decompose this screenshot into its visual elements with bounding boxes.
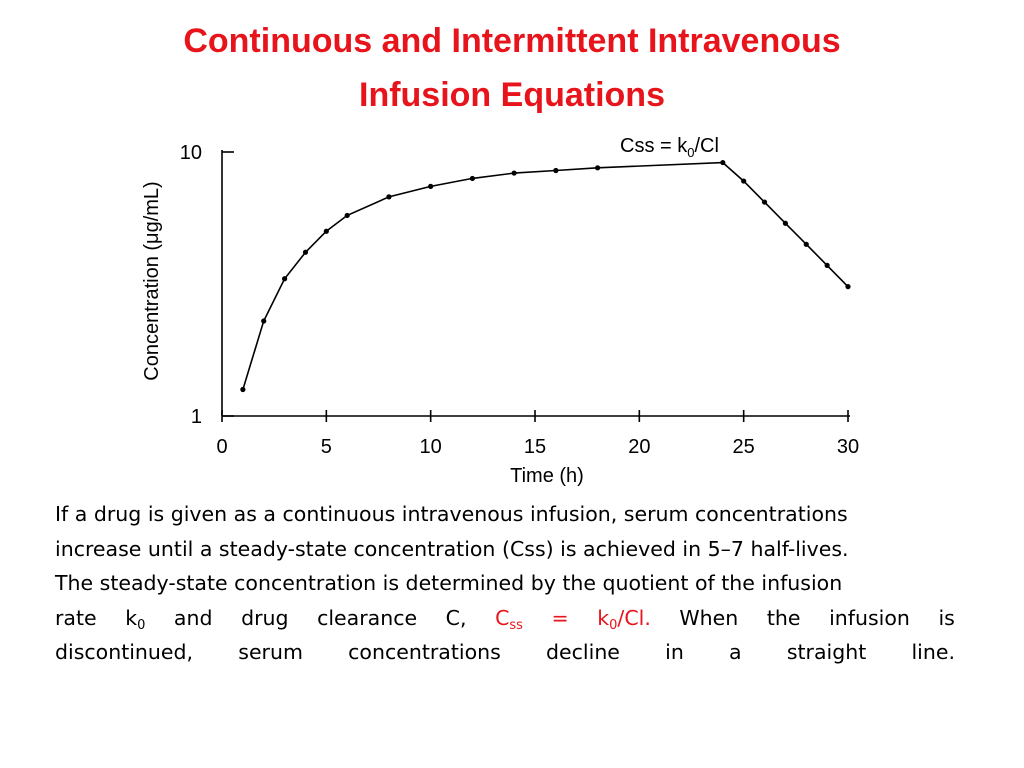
data-point bbox=[824, 262, 830, 268]
annotation-sub: 0 bbox=[687, 145, 694, 160]
word: drug bbox=[241, 605, 289, 630]
data-point bbox=[261, 318, 267, 324]
y-axis-label: Concentration (μg/mL) bbox=[141, 181, 163, 380]
word: line. bbox=[911, 640, 955, 664]
x-tick-label: 20 bbox=[628, 436, 650, 458]
x-tick-label: 30 bbox=[837, 436, 859, 458]
k-letter: k bbox=[125, 605, 138, 630]
annotation-main: Css = k bbox=[620, 135, 688, 157]
data-point bbox=[741, 178, 747, 184]
data-point bbox=[344, 212, 350, 219]
word: clearance bbox=[317, 605, 418, 630]
y-tick-label: 10 bbox=[180, 142, 202, 164]
x-tick-label: 10 bbox=[420, 436, 442, 458]
x-tick-label: 15 bbox=[524, 436, 546, 458]
x-tick-label: 25 bbox=[733, 436, 755, 458]
k-subscript: 0 bbox=[137, 617, 146, 633]
data-point bbox=[469, 175, 475, 182]
k0-letter: k bbox=[597, 605, 610, 630]
cl-text: /Cl. bbox=[617, 605, 651, 630]
data-point bbox=[302, 249, 309, 255]
word: the bbox=[766, 605, 801, 630]
word: serum bbox=[238, 640, 303, 664]
data-point bbox=[761, 199, 768, 205]
description-paragraph: If a drug is given as a continuous intra… bbox=[55, 497, 955, 670]
series-line bbox=[242, 161, 849, 390]
data-point bbox=[240, 386, 246, 393]
data-point bbox=[323, 228, 329, 234]
data-point bbox=[720, 159, 726, 166]
data-point bbox=[803, 241, 809, 247]
data-point bbox=[428, 183, 434, 189]
concentration-time-chart: 0 5 10 15 20 25 30 1 10 Time (h) Concentration (… bbox=[141, 135, 859, 487]
axis-ticks: 0 5 10 15 20 25 30 1 10 bbox=[180, 142, 859, 458]
word: infusion bbox=[829, 605, 910, 630]
word: and bbox=[173, 605, 213, 630]
css-annotation: Css = k0/Cl bbox=[620, 135, 719, 160]
css-symbol: Css bbox=[495, 605, 523, 633]
word: concentrations bbox=[348, 640, 501, 664]
paragraph-line-2: increase until a steady-state concentrat… bbox=[55, 536, 849, 561]
word: rate bbox=[55, 605, 97, 630]
word: in bbox=[665, 640, 684, 664]
word: C, bbox=[445, 605, 467, 630]
data-point bbox=[386, 194, 392, 200]
paragraph-line-4: rate k0 and drug clearance C, Css = k0/C… bbox=[55, 601, 955, 636]
css-subscript: ss bbox=[509, 617, 523, 633]
y-tick-label: 1 bbox=[191, 406, 202, 428]
data-point bbox=[782, 220, 789, 226]
word: straight bbox=[786, 640, 867, 664]
css-letter: C bbox=[495, 605, 510, 630]
word: When bbox=[679, 605, 739, 630]
data-point bbox=[511, 170, 517, 176]
title-line-1: Continuous and Intermittent Intravenous bbox=[183, 22, 841, 60]
x-tick-label: 0 bbox=[216, 436, 227, 458]
paragraph-line-5: discontinued, serum concentrations decli… bbox=[55, 635, 955, 670]
equals-sign: = bbox=[551, 605, 569, 630]
data-point bbox=[553, 167, 559, 174]
word: a bbox=[729, 640, 742, 664]
chart-axes bbox=[221, 150, 850, 417]
x-axis-label: Time (h) bbox=[510, 465, 584, 487]
k0-subscript: 0 bbox=[609, 617, 618, 633]
data-points bbox=[240, 159, 851, 393]
word: decline bbox=[546, 640, 620, 664]
paragraph-line-1: If a drug is given as a continuous intra… bbox=[55, 502, 848, 526]
k0-symbol: k0 bbox=[125, 605, 146, 633]
word: discontinued, bbox=[55, 640, 194, 664]
data-point bbox=[845, 284, 851, 290]
title-line-2: Infusion Equations bbox=[359, 76, 665, 114]
page-title: Continuous and Intermittent Intravenous … bbox=[0, 14, 1024, 122]
k0-over-cl: k0/Cl. bbox=[597, 605, 651, 633]
x-tick-label: 5 bbox=[321, 436, 332, 458]
word: is bbox=[938, 605, 955, 630]
data-point bbox=[595, 165, 601, 171]
paragraph-line-3: The steady-state concentration is determ… bbox=[55, 571, 843, 595]
annotation-tail: /Cl bbox=[694, 135, 718, 157]
data-point bbox=[282, 276, 288, 282]
